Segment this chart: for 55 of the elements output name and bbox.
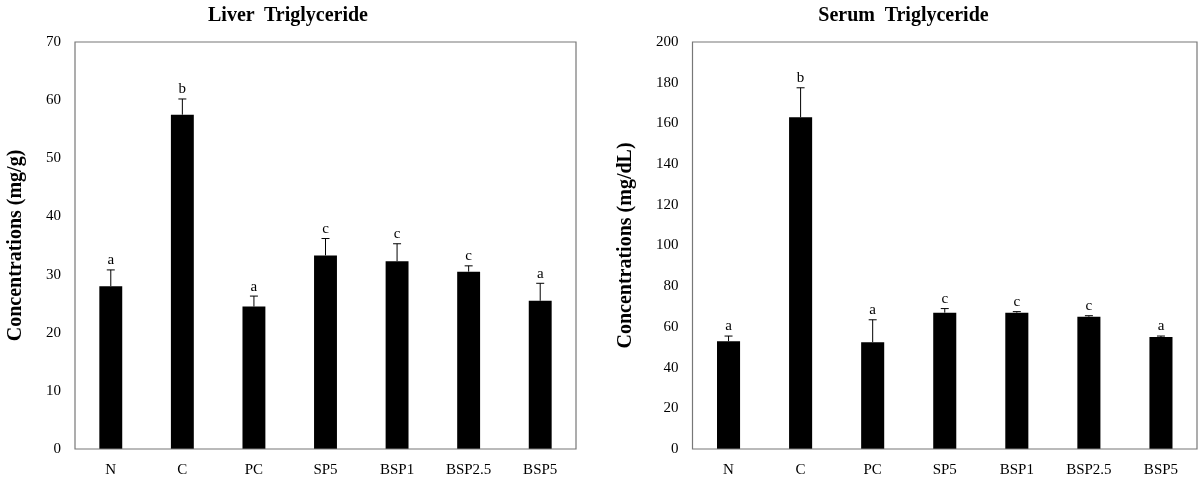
x-tick-label: BSP2.5 — [445, 460, 492, 477]
annotation: c — [1013, 293, 1021, 310]
y-tick-label: 0 — [671, 439, 679, 456]
y-tick-label: 40 — [663, 358, 679, 375]
y-tick-label: 10 — [46, 381, 61, 398]
y-tick-label: 70 — [46, 32, 61, 49]
annotation: c — [941, 290, 949, 307]
y-tick-label: 200 — [656, 32, 679, 49]
x-tick-label: C — [795, 460, 806, 477]
annotation: c — [1085, 297, 1093, 314]
bar — [1149, 337, 1173, 449]
x-tick-label: N — [723, 460, 735, 477]
x-tick-label: BSP5 — [1143, 460, 1179, 477]
y-tick-label: 180 — [656, 73, 679, 90]
x-tick-label: BSP2.5 — [1066, 460, 1112, 477]
annotation: c — [322, 219, 330, 236]
chart-title: Liver Triglyceride — [208, 3, 369, 27]
annotation: b — [178, 80, 187, 97]
x-tick-label: SP5 — [313, 460, 338, 477]
x-tick-label: BSP1 — [999, 460, 1034, 477]
x-tick-label: BSP1 — [379, 460, 415, 477]
annotation: c — [393, 225, 401, 242]
y-tick-label: 140 — [656, 155, 679, 172]
y-tick-label: 30 — [46, 265, 61, 282]
y-tick-label: 50 — [46, 149, 61, 166]
y-tick-label: 80 — [663, 277, 679, 294]
y-tick-label: 120 — [656, 195, 679, 212]
annotation: a — [107, 251, 115, 268]
annotation: a — [250, 277, 258, 294]
x-tick-label: N — [105, 460, 117, 477]
x-tick-label: BSP5 — [523, 460, 558, 477]
x-tick-label: PC — [863, 460, 882, 477]
chart-title: Serum Triglyceride — [818, 3, 989, 27]
y-axis-title: Concentrations (mg/g) — [3, 149, 27, 342]
y-tick-label: 60 — [46, 91, 61, 108]
y-tick-label: 160 — [656, 114, 679, 131]
x-tick-label: SP5 — [932, 460, 957, 477]
x-tick-label: PC — [244, 460, 264, 477]
bar — [1005, 312, 1029, 449]
annotation: c — [465, 247, 473, 264]
y-axis-title: Concentrations (mg/dL) — [613, 142, 637, 349]
y-tick-label: 40 — [46, 207, 61, 224]
bar — [1077, 316, 1101, 449]
y-tick-label: 0 — [53, 439, 61, 456]
y-tick-label: 20 — [663, 399, 679, 416]
y-tick-label: 60 — [663, 317, 679, 334]
y-tick-label: 100 — [656, 236, 679, 253]
annotation: a — [536, 264, 544, 281]
annotation: a — [725, 317, 733, 334]
annotation: b — [796, 69, 805, 86]
bar — [933, 312, 957, 449]
x-tick-label: C — [177, 460, 188, 477]
annotation: a — [869, 301, 877, 318]
annotation: a — [1157, 317, 1165, 334]
y-tick-label: 20 — [46, 323, 61, 340]
